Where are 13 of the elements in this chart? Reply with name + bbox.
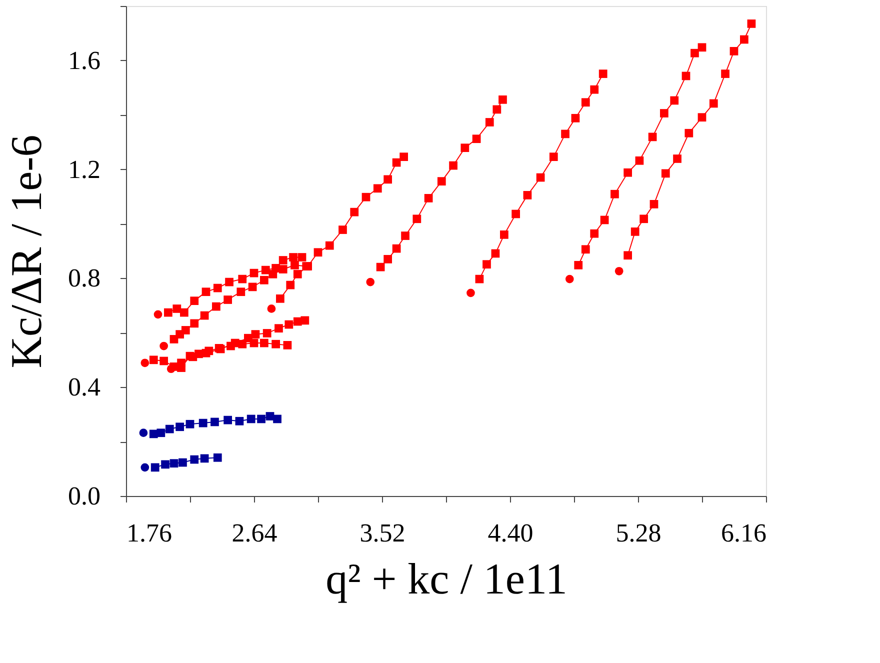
y-axis-title: Kc/ΔR / 1e-6 — [2, 134, 51, 368]
x-tick-label: 1.76 — [126, 518, 172, 548]
x-tick-label: 4.40 — [488, 518, 534, 548]
y-tick-label: 0.4 — [68, 372, 100, 402]
x-tick-label: 2.64 — [232, 518, 278, 548]
y-tick-label: 0.0 — [68, 482, 100, 510]
x-tick-label: 3.52 — [360, 518, 406, 548]
x-axis-title: q² + kc / 1e11 — [326, 554, 568, 604]
y-tick-label: 1.6 — [68, 46, 100, 75]
y-tick-label: 0.8 — [68, 264, 100, 293]
x-tick-label: 5.28 — [616, 518, 662, 548]
y-tick-label: 1.2 — [68, 154, 100, 184]
x-tick-label: 6.16 — [721, 518, 766, 548]
